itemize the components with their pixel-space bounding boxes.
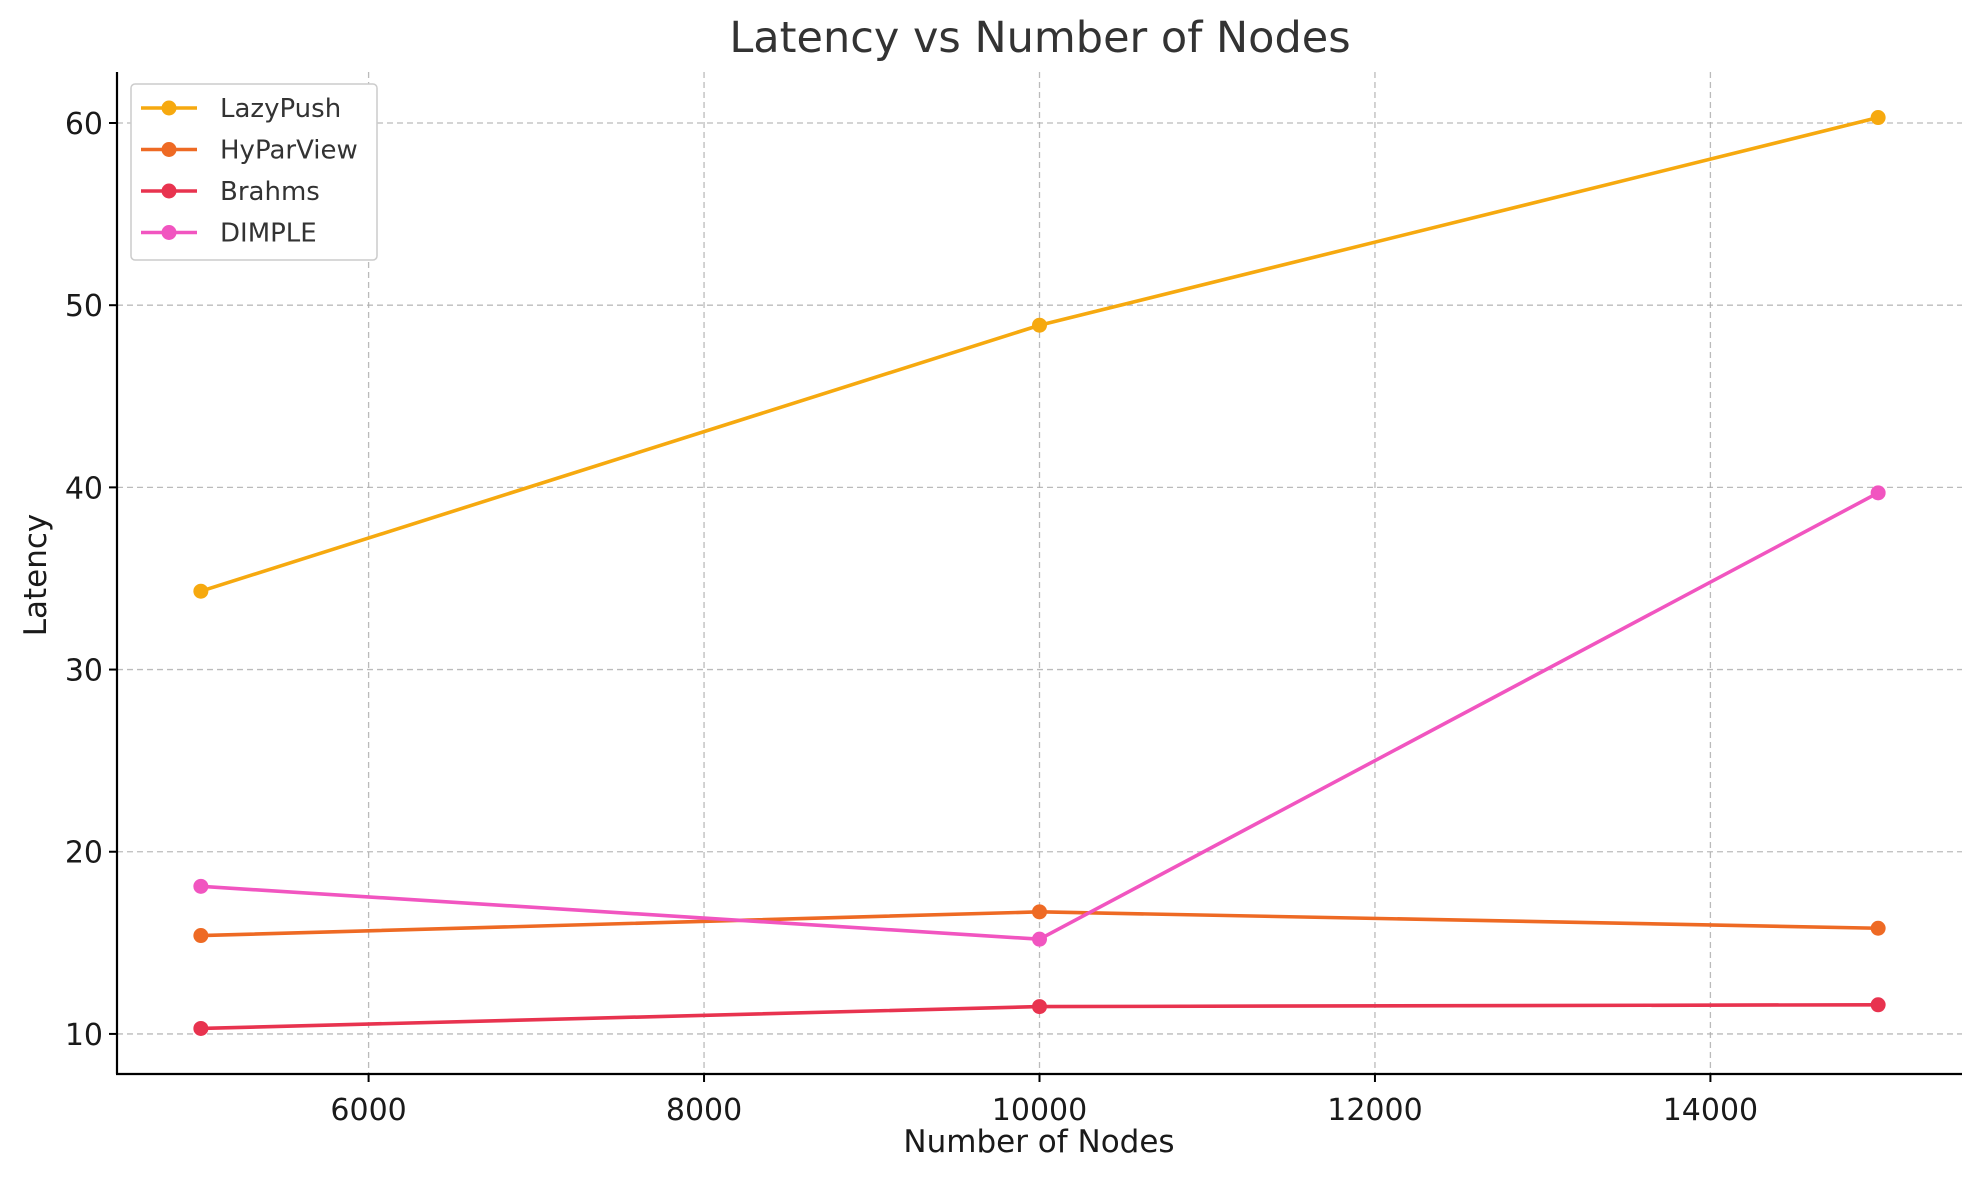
legend-marker-brahms (161, 183, 177, 199)
x-tick-label: 6000 (330, 1093, 406, 1128)
data-point-brahms (1870, 997, 1886, 1013)
legend-label-dimple: DIMPLE (220, 219, 317, 249)
legend: LazyPush HyParView Brahms DIMPLE (130, 83, 378, 261)
x-tick-label: 10000 (992, 1093, 1087, 1128)
series-brahms (193, 997, 1886, 1036)
ticks: 6000 8000 10000 12000 14000 10 20 30 40 50 60 (65, 107, 1758, 1128)
data-point-lazypush (193, 583, 209, 599)
x-tick-label: 8000 (666, 1093, 742, 1128)
legend-label-lazypush: LazyPush (220, 94, 341, 124)
legend-item-lazypush: LazyPush (141, 94, 341, 124)
data-point-brahms (193, 1020, 209, 1036)
data-point-hyparview (1870, 920, 1886, 936)
grid (117, 72, 1962, 1074)
legend-frame (130, 83, 378, 261)
y-tick-label: 50 (65, 289, 103, 324)
series-dimple (193, 485, 1886, 947)
data-point-lazypush (1032, 317, 1047, 333)
legend-item-dimple: DIMPLE (141, 219, 317, 249)
y-tick-label: 10 (65, 1018, 103, 1053)
legend-item-brahms: Brahms (141, 177, 320, 207)
legend-marker-lazypush (161, 100, 177, 116)
x-tick-label: 12000 (1327, 1093, 1422, 1128)
legend-label-hyparview: HyParView (220, 136, 358, 166)
data-point-dimple (1870, 485, 1886, 501)
series-lazypush (193, 110, 1886, 599)
y-tick-label: 30 (65, 654, 103, 689)
x-tick-label: 14000 (1663, 1093, 1758, 1128)
series-hyparview (193, 904, 1886, 944)
data-point-brahms (1032, 999, 1047, 1015)
x-axis-title: Number of Nodes (903, 1124, 1174, 1160)
data-point-lazypush (1870, 110, 1886, 126)
data-point-hyparview (193, 928, 209, 944)
legend-marker-dimple (161, 225, 177, 240)
y-tick-label: 60 (65, 107, 103, 142)
y-axis-title: Latency (18, 514, 54, 637)
legend-marker-hyparview (161, 142, 177, 157)
chart-title: Latency vs Number of Nodes (729, 13, 1350, 63)
data-point-dimple (193, 878, 209, 894)
data-point-hyparview (1032, 904, 1047, 920)
data-point-dimple (1032, 931, 1047, 947)
y-tick-label: 20 (65, 836, 103, 871)
legend-item-hyparview: HyParView (141, 136, 358, 166)
legend-label-brahms: Brahms (220, 177, 320, 207)
series (193, 110, 1886, 1036)
y-tick-label: 40 (65, 471, 103, 506)
